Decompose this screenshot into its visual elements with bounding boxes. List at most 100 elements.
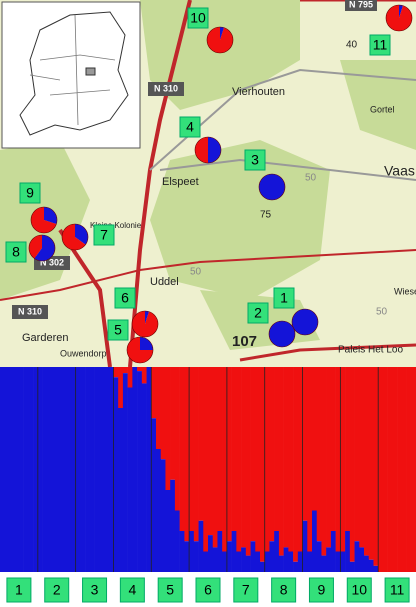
bar-red <box>160 367 166 460</box>
bar-red <box>307 367 313 552</box>
pop-box <box>6 577 32 603</box>
bar-red <box>113 367 119 378</box>
bar-red <box>198 367 204 521</box>
bar-red <box>137 367 143 372</box>
bar-blue <box>165 490 171 572</box>
bar-blue <box>354 541 360 572</box>
pop-label: 4 <box>128 582 136 598</box>
bar-blue <box>52 367 58 572</box>
site-label: 5 <box>114 322 122 338</box>
structure-plot <box>0 367 416 572</box>
bar-red <box>208 367 214 536</box>
bar-blue <box>170 479 176 572</box>
pop-label: 7 <box>242 582 250 598</box>
site-box <box>114 287 136 309</box>
bar-blue <box>368 559 374 572</box>
pop-box <box>82 577 108 603</box>
bar-red <box>179 367 185 531</box>
site-label: 1 <box>280 290 288 306</box>
bar-blue <box>340 551 346 572</box>
bar-blue <box>226 541 232 572</box>
bar-red <box>217 367 223 531</box>
elevation: 50 <box>305 173 317 184</box>
bar-blue <box>23 367 29 572</box>
elevation: 50 <box>190 267 202 278</box>
bar-blue <box>302 520 308 572</box>
site-label: 2 <box>254 305 262 321</box>
bar-blue <box>56 367 62 572</box>
pie-outline <box>258 173 286 201</box>
pop-box <box>308 577 334 603</box>
bar-red <box>212 367 218 548</box>
bar-blue <box>42 367 48 572</box>
bar-blue <box>80 367 86 572</box>
site-box <box>273 287 295 309</box>
bar-blue <box>373 565 379 572</box>
bar-blue <box>217 531 223 572</box>
bar-red <box>255 367 261 552</box>
bar-blue <box>127 387 133 572</box>
bar-blue <box>245 555 251 572</box>
pie-blue <box>292 309 318 335</box>
bar-blue <box>288 551 294 572</box>
place-label: Gortel <box>370 104 395 114</box>
bar-red <box>401 367 407 572</box>
bar-blue <box>33 367 39 572</box>
road-label: N 310 <box>18 306 42 316</box>
elevation: 40 <box>346 40 358 51</box>
bar-red <box>283 367 289 548</box>
bar-red <box>241 367 247 548</box>
bar-blue <box>189 531 195 572</box>
pie-blue <box>208 137 221 163</box>
pop-label: 3 <box>91 582 99 598</box>
bar-red <box>349 367 355 562</box>
bar-red <box>118 367 124 408</box>
bar-blue <box>108 367 114 572</box>
bar-blue <box>118 408 124 572</box>
pie-blue <box>75 224 89 245</box>
pop-box <box>157 577 183 603</box>
bar-blue <box>293 561 299 572</box>
bar-blue <box>260 561 266 572</box>
bar-blue <box>179 531 185 572</box>
bar-blue <box>61 367 67 572</box>
pie-outline <box>61 223 89 251</box>
elevation: 75 <box>260 210 272 221</box>
pop-label: 2 <box>53 582 61 598</box>
bar-blue <box>208 535 214 572</box>
bar-blue <box>231 531 237 572</box>
pie-blue <box>269 321 295 347</box>
bar-red <box>387 367 393 572</box>
pie-outline <box>194 136 222 164</box>
bar-blue <box>255 551 261 572</box>
bar-red <box>340 367 346 552</box>
bar-red <box>245 367 251 556</box>
pie-blue <box>399 5 404 18</box>
bar-blue <box>198 520 204 572</box>
place-label: Ouwendorp <box>60 348 107 358</box>
bar-red <box>345 367 351 531</box>
bar-red <box>378 367 384 572</box>
pop-box <box>195 577 221 603</box>
bar-blue <box>330 531 336 572</box>
bar-blue <box>47 367 53 572</box>
bar-red <box>122 367 128 374</box>
bar-red <box>297 367 303 552</box>
bar-red <box>170 367 176 480</box>
bar-blue <box>66 367 72 572</box>
bar-red <box>274 367 280 531</box>
bar-red <box>165 367 171 490</box>
bar-blue <box>203 551 209 572</box>
bar-blue <box>122 373 128 572</box>
site-box <box>19 182 41 204</box>
bar-blue <box>156 449 162 572</box>
site-label: 6 <box>121 290 129 306</box>
bar-red <box>260 367 266 562</box>
pie-blue <box>140 337 153 350</box>
bar-blue <box>212 547 218 572</box>
pop-box <box>44 577 70 603</box>
pie-outline <box>268 320 296 348</box>
place-label: Vaas <box>384 163 415 179</box>
bar-blue <box>104 367 110 572</box>
site-box <box>244 149 266 171</box>
